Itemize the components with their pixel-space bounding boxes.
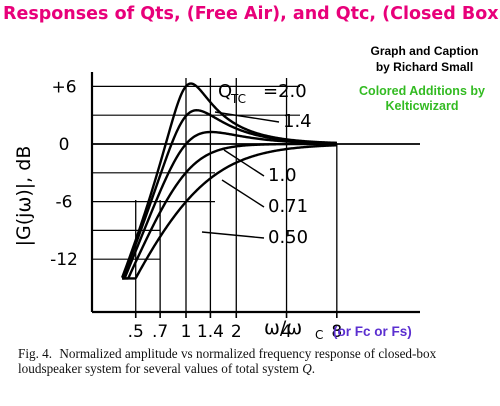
series-leader-line xyxy=(214,111,280,123)
x-tick-label: .7 xyxy=(152,322,168,342)
caption-symbol: Q xyxy=(302,361,312,376)
x-tick-label: 1 xyxy=(181,322,192,342)
series-line-q-1.4 xyxy=(121,109,338,280)
x-axis-title: ω/ω xyxy=(264,317,302,339)
figure-caption: Fig. 4. Normalized amplitude vs normaliz… xyxy=(18,346,488,376)
y-tick-label: 0 xyxy=(59,135,70,155)
additions-line-2: Kelticwizard xyxy=(385,99,459,113)
series-leader-line xyxy=(223,149,265,177)
response-chart: .5.7 1 1.4 2 4 8+60-6-12 |G(jω)|, dBω/ω C (or F… xyxy=(13,72,420,342)
series-leader-line xyxy=(201,231,265,239)
x-axis-title-subscript: C xyxy=(315,328,323,342)
page-title: Responses of Qts, (Free Air), and Qtc, (… xyxy=(3,4,500,24)
x-axis-note: (or Fc or Fs) xyxy=(333,324,412,339)
caption-lead: Fig. 4. xyxy=(18,346,53,361)
series-line-q-0.71 xyxy=(121,142,338,280)
credit-line: Graph and Caption xyxy=(370,44,479,58)
credit-author: by Richard Small xyxy=(375,60,474,74)
x-tick-label: .5 xyxy=(128,322,144,342)
x-tick-label: 1.4 xyxy=(197,322,224,342)
chart-curves xyxy=(121,82,338,280)
series-label: =2.0 xyxy=(263,81,307,102)
series-line-q-0.50 xyxy=(121,144,338,280)
series-label: 1.4 xyxy=(283,111,312,132)
series-line-q-1.0 xyxy=(121,130,338,280)
series-label: 0.50 xyxy=(268,227,308,248)
chart-ticks: .5.7 1 1.4 2 4 8+60-6-12 xyxy=(50,77,342,342)
series-label: 1.0 xyxy=(268,165,297,186)
x-tick-label: 2 xyxy=(231,322,242,342)
caption-end: . xyxy=(311,361,316,376)
x-tick-label: 8 xyxy=(331,322,342,342)
caption-text: Normalized amplitude vs normalized frequ… xyxy=(18,346,437,376)
x-tick-label: 4 xyxy=(281,322,292,342)
q-label-subscript: TC xyxy=(230,92,246,106)
additions-credit: Colored Additions by Kelticwizard xyxy=(347,84,497,114)
chart-labels: |G(jω)|, dBω/ω C (or Fc or Fs)QTC =2.01.41.… xyxy=(13,81,412,342)
y-axis-title: |G(jω)|, dB xyxy=(13,146,35,247)
series-leader-line xyxy=(221,179,265,208)
chart-grid xyxy=(90,72,420,314)
q-label: Q xyxy=(218,81,232,102)
y-tick-label: +6 xyxy=(51,77,76,97)
series-label: 0.71 xyxy=(268,196,308,217)
y-tick-label: -12 xyxy=(50,250,78,270)
additions-line-1: Colored Additions by xyxy=(359,84,485,98)
y-tick-label: -6 xyxy=(56,193,73,213)
